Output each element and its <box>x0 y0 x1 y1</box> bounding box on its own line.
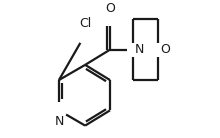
Text: Cl: Cl <box>79 17 91 30</box>
Text: N: N <box>54 115 64 128</box>
Text: O: O <box>105 2 115 15</box>
Text: N: N <box>135 43 145 56</box>
Text: O: O <box>160 43 170 56</box>
